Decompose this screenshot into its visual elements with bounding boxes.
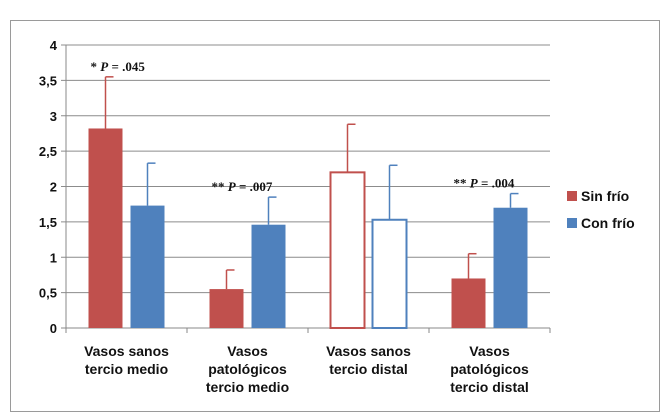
bar-sin-frio: [451, 278, 486, 328]
y-tick-label: 1: [50, 250, 57, 265]
bar-sin-frio: [88, 128, 123, 328]
category-label: Vasos sanos tercio medio: [84, 343, 169, 377]
bars: [88, 128, 528, 329]
bar-sin-frio: [329, 171, 366, 329]
error-bars: [104, 76, 519, 290]
bar-con-frio: [371, 218, 408, 329]
y-tick-label: 1,5: [39, 215, 57, 230]
legend-label: Con frío: [581, 215, 635, 231]
bar-con-frio: [493, 207, 528, 328]
category-labels: Vasos sanos tercio medio Vasos patológicos t…: [84, 343, 529, 395]
y-tick-label: 2: [50, 180, 57, 195]
y-tick-label: 3,5: [39, 73, 57, 88]
annotations: * P = .045 ** P = .007 ** P = .004: [91, 59, 515, 194]
legend-swatch: [567, 191, 577, 201]
category-label: Vasos sanos tercio distal: [326, 343, 411, 377]
y-tick-label: 0: [50, 321, 57, 336]
significance-annotation: * P = .045: [91, 59, 146, 74]
y-tick-label: 4: [50, 38, 58, 53]
bar-sin-frio: [209, 289, 244, 328]
significance-annotation: ** P = .007: [212, 179, 273, 194]
category-label: Vasos patológicos tercio distal: [450, 343, 529, 395]
y-tick-label: 2,5: [39, 144, 57, 159]
significance-annotation: ** P = .004: [454, 176, 515, 191]
legend-label: Sin frío: [581, 188, 629, 204]
bar-con-frio: [251, 224, 286, 328]
legend-swatch: [567, 218, 577, 228]
legend: Sin frío Con frío: [567, 188, 635, 231]
category-label: Vasos patológicos tercio medio: [206, 343, 289, 395]
bar-con-frio: [130, 205, 165, 328]
y-axis-ticks: 0 0,5 1 1,5 2 2,5 3 3,5 4: [39, 38, 58, 336]
y-tick-label: 3: [50, 109, 57, 124]
y-tick-label: 0,5: [39, 286, 57, 301]
